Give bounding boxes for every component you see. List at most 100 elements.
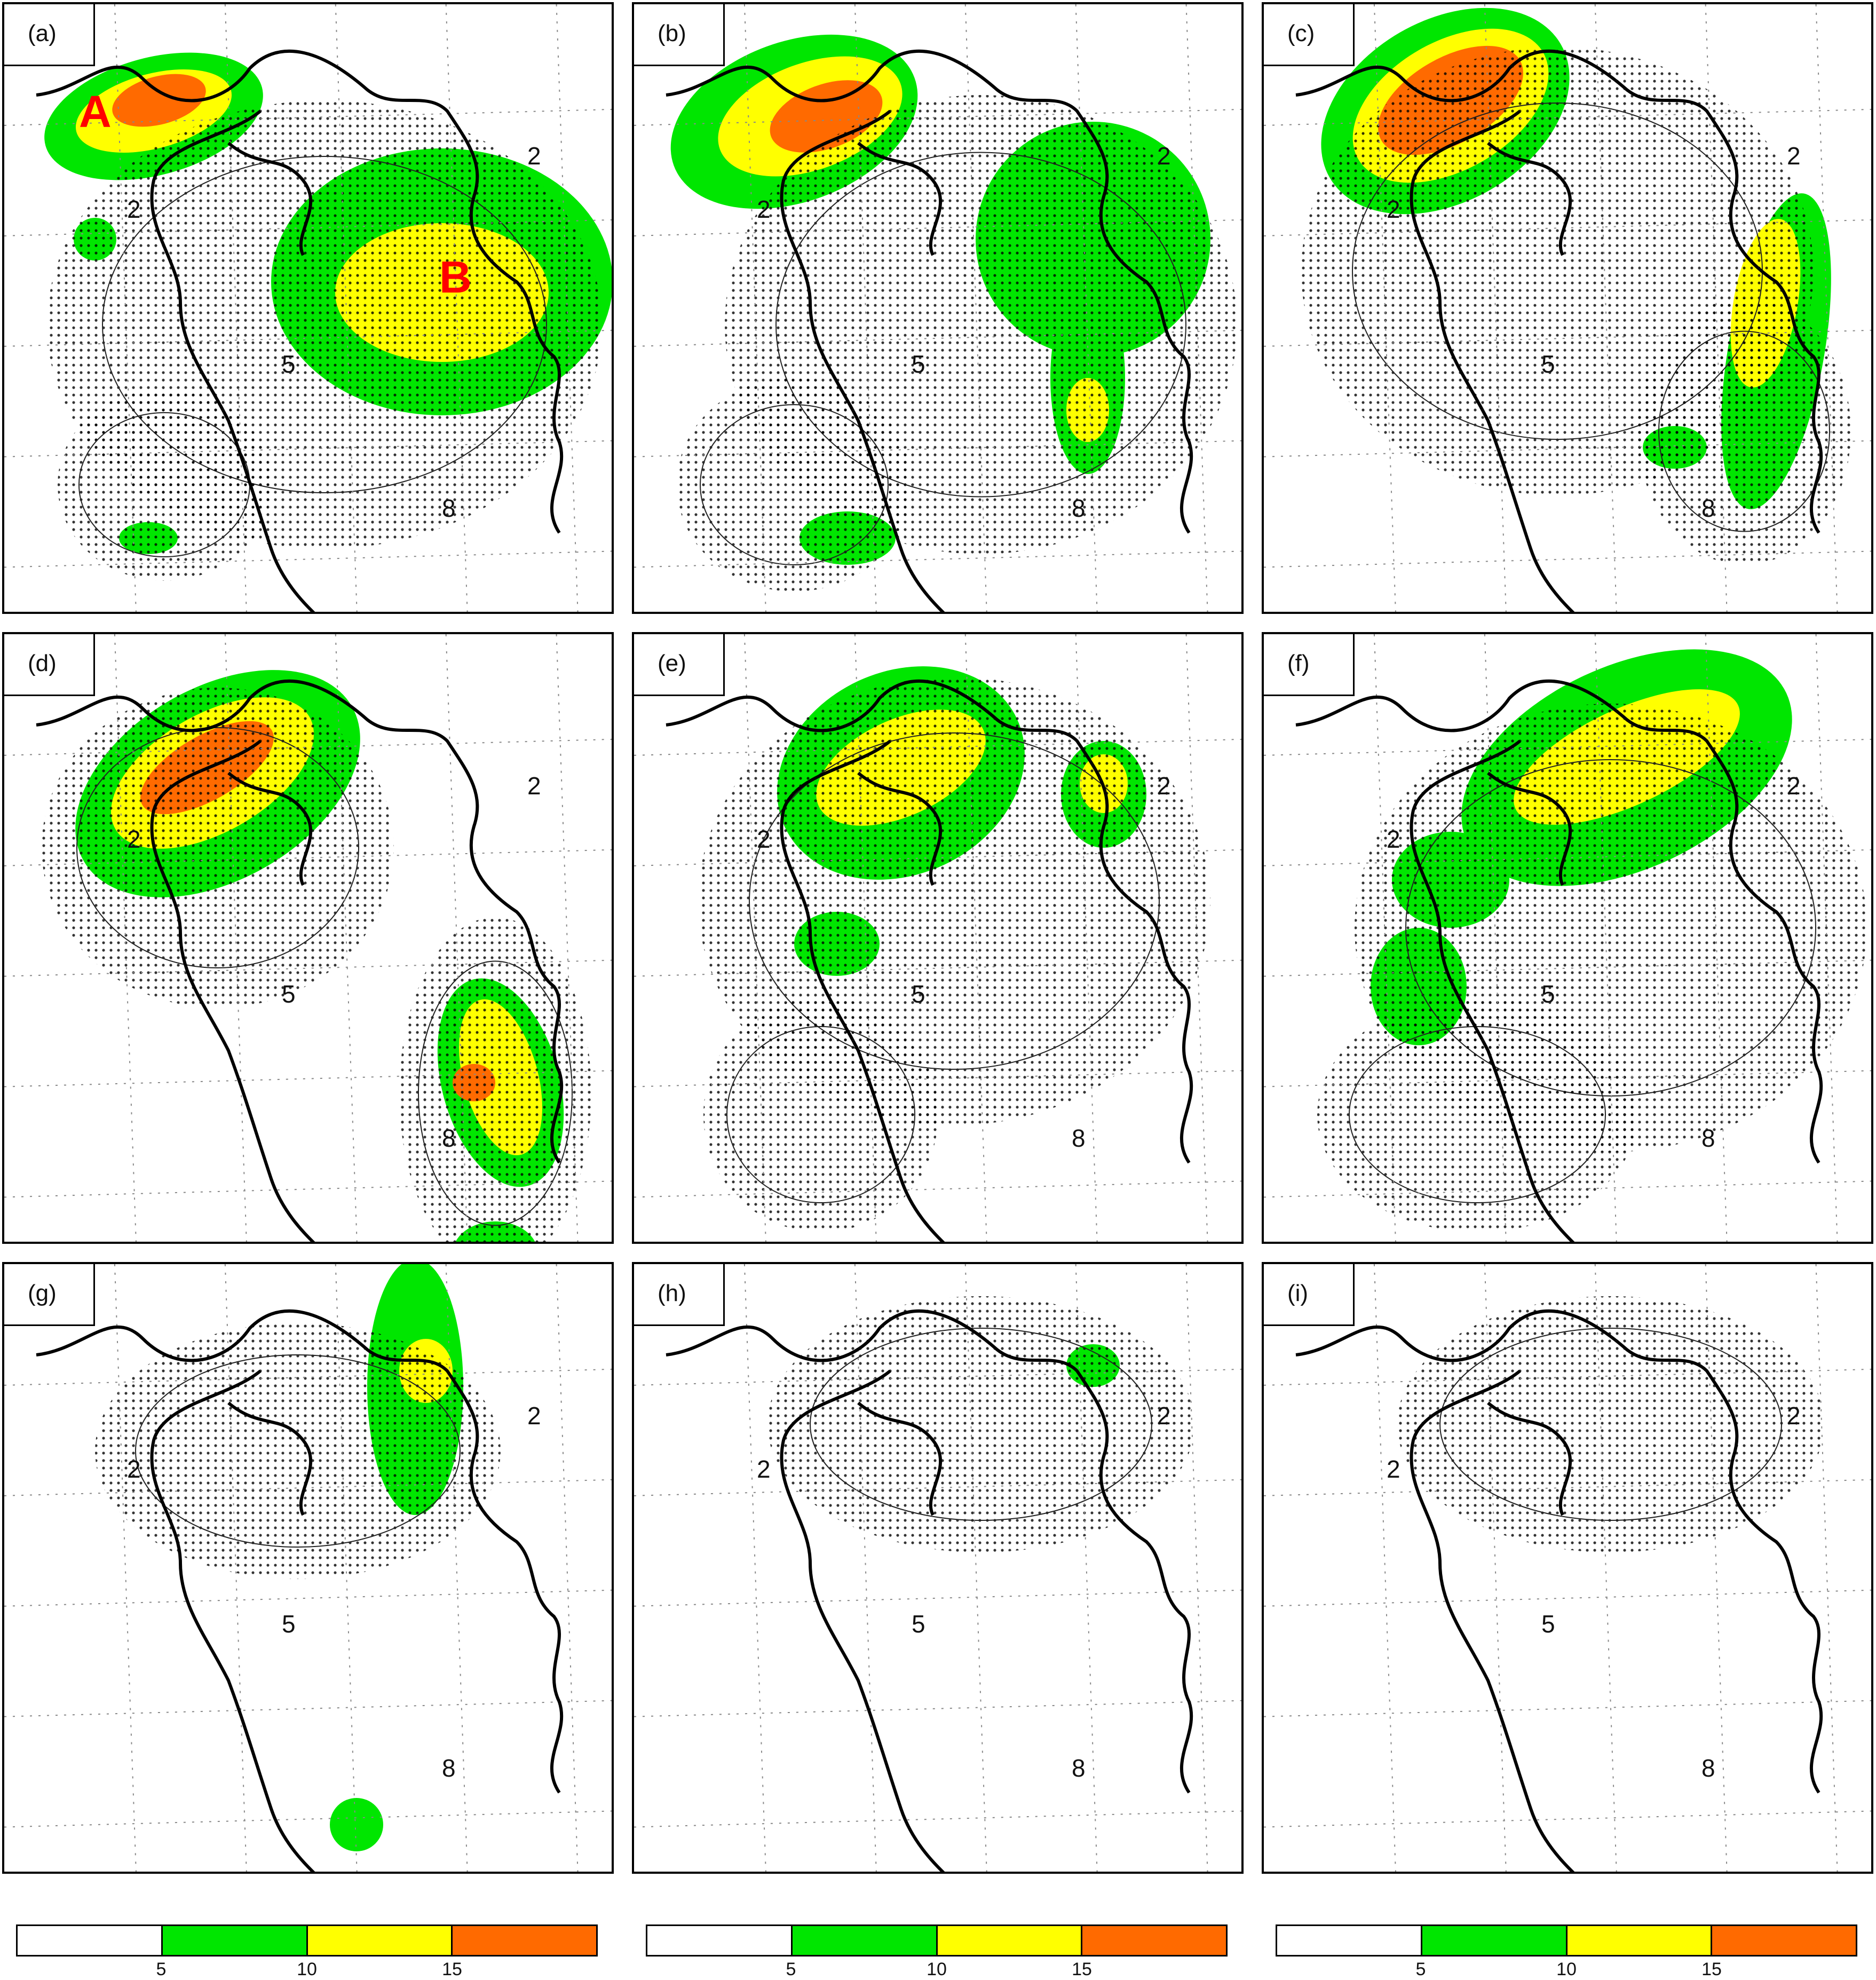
- contour-value-label: 5: [282, 1610, 296, 1638]
- colorbar-seg: [647, 1926, 793, 1955]
- stipple-region: [1637, 298, 1851, 565]
- colorbar-tick: 15: [442, 1959, 462, 1979]
- contour-line: [726, 1026, 915, 1203]
- colorbar-tick: 15: [1701, 1959, 1722, 1979]
- stipple-region: [399, 917, 591, 1242]
- contour-value-label: 2: [1387, 1455, 1400, 1483]
- contour-value-label: 2: [1157, 772, 1171, 800]
- grid-line: [634, 1700, 1241, 1717]
- map-panel-e: 2 5 8 2 (e): [632, 632, 1244, 1244]
- contour-value-label: 2: [527, 1402, 541, 1430]
- coastline: [666, 679, 1193, 1242]
- map-svg: 2 5 8 2: [1264, 634, 1871, 1242]
- contour-value-label: 5: [282, 980, 296, 1008]
- panel-label-g: (g): [4, 1264, 95, 1326]
- contour-value-label: 8: [442, 1754, 456, 1782]
- region-marker-A: A: [79, 86, 112, 137]
- map-panel-c: 2 5 8 2 (c): [1262, 2, 1873, 614]
- contour-value-label: 2: [1787, 772, 1801, 800]
- map-panel-h: 2 5 8 2 (h): [632, 1262, 1244, 1874]
- map-panel-a: 2 5 8 2 A B (a): [2, 2, 614, 614]
- contour-value-label: 2: [1157, 142, 1171, 170]
- grid-line: [743, 1264, 766, 1872]
- contour-value-label: 2: [127, 195, 141, 223]
- colorbar-seg: [1082, 1926, 1226, 1955]
- panel-label-h: (h): [634, 1264, 725, 1326]
- panel-label-e: (e): [634, 634, 725, 696]
- stipple-region: [95, 1323, 501, 1579]
- coastline: [36, 1309, 564, 1872]
- colorbar-tick: 5: [156, 1959, 167, 1979]
- colorbar-left: [16, 1924, 598, 1957]
- grid-line: [4, 1700, 612, 1717]
- colorbar-seg: [792, 1926, 938, 1955]
- contour-value-label: 8: [1072, 494, 1086, 522]
- colorbar-seg: [1712, 1926, 1856, 1955]
- coastline: [666, 49, 1193, 612]
- contour-line: [810, 1328, 1152, 1521]
- coastline: [1295, 1309, 1823, 1872]
- map-panel-g: 2 5 8 2 (g): [2, 1262, 614, 1874]
- contour-value-label: 2: [527, 772, 541, 800]
- contour-value-label: 5: [1541, 1610, 1555, 1638]
- grid-line: [634, 1180, 1241, 1198]
- contour-line: [418, 960, 573, 1226]
- panel-label-a: (a): [4, 4, 95, 66]
- contour-value-label: 5: [1541, 350, 1555, 378]
- grid-line: [1815, 1264, 1838, 1872]
- map-svg: 2 5 8 2: [634, 4, 1241, 612]
- stipple-region: [58, 389, 271, 581]
- colorbar-seg: [453, 1926, 596, 1955]
- panel-label-f: (f): [1264, 634, 1355, 696]
- contour-value-label: 2: [757, 825, 771, 853]
- contour-line: [1658, 330, 1830, 532]
- shaded-region: [112, 74, 206, 127]
- grid-line: [1264, 1700, 1871, 1717]
- panel-label-i: (i): [1264, 1264, 1355, 1326]
- colorbar-seg: [1422, 1926, 1568, 1955]
- coastline: [1295, 679, 1823, 1242]
- colorbar-tick: 10: [297, 1959, 317, 1979]
- map-svg: 2 5 8 2 A B: [4, 4, 612, 612]
- map-svg: 2 5 8 2: [634, 1264, 1241, 1872]
- contour-line: [1349, 1026, 1606, 1203]
- contour-value-label: 8: [1701, 494, 1715, 522]
- contour-line: [135, 1354, 461, 1548]
- grid-line: [1185, 1264, 1208, 1872]
- colorbar-seg: [1567, 1926, 1713, 1955]
- stipple-region: [677, 378, 912, 591]
- map-svg: 2 5 8 2: [634, 634, 1241, 1242]
- contour-value-label: 2: [127, 825, 141, 853]
- grid-line: [1373, 1264, 1396, 1872]
- stipple-region: [42, 688, 394, 1008]
- contour-value-label: 5: [912, 980, 925, 1008]
- contour-value-label: 8: [1072, 1124, 1086, 1152]
- grid-line: [4, 1810, 612, 1828]
- colorbar-tick: 15: [1072, 1959, 1092, 1979]
- grid-line: [1264, 1589, 1871, 1607]
- region-marker-B: B: [439, 252, 472, 302]
- stipple-region: [1317, 997, 1637, 1232]
- contour-value-label: 2: [527, 142, 541, 170]
- contour-value-label: 2: [127, 1455, 141, 1483]
- colorbar-seg: [18, 1926, 163, 1955]
- contour-value-label: 2: [1387, 825, 1400, 853]
- map-svg: 2 5 8 2: [1264, 1264, 1871, 1872]
- contour-value-label: 2: [1387, 195, 1400, 223]
- panel-label-d: (d): [4, 634, 95, 696]
- colorbar-seg: [162, 1926, 308, 1955]
- grid-line: [556, 1264, 579, 1872]
- colorbar-tick: 10: [1556, 1959, 1577, 1979]
- contour-value-label: 8: [1701, 1124, 1715, 1152]
- colorbar-tick: 10: [927, 1959, 947, 1979]
- colorbar-tick: 5: [786, 1959, 796, 1979]
- contour-value-label: 5: [1541, 980, 1555, 1008]
- contour-line: [700, 404, 889, 565]
- stipple-region: [1397, 1296, 1824, 1552]
- contour-value-label: 8: [1072, 1754, 1086, 1782]
- colorbar-seg: [307, 1926, 453, 1955]
- contour-line: [102, 156, 547, 493]
- colorbar-seg: [1277, 1926, 1422, 1955]
- grid-line: [634, 1810, 1241, 1828]
- map-panel-f: 2 5 8 2 (f): [1262, 632, 1873, 1244]
